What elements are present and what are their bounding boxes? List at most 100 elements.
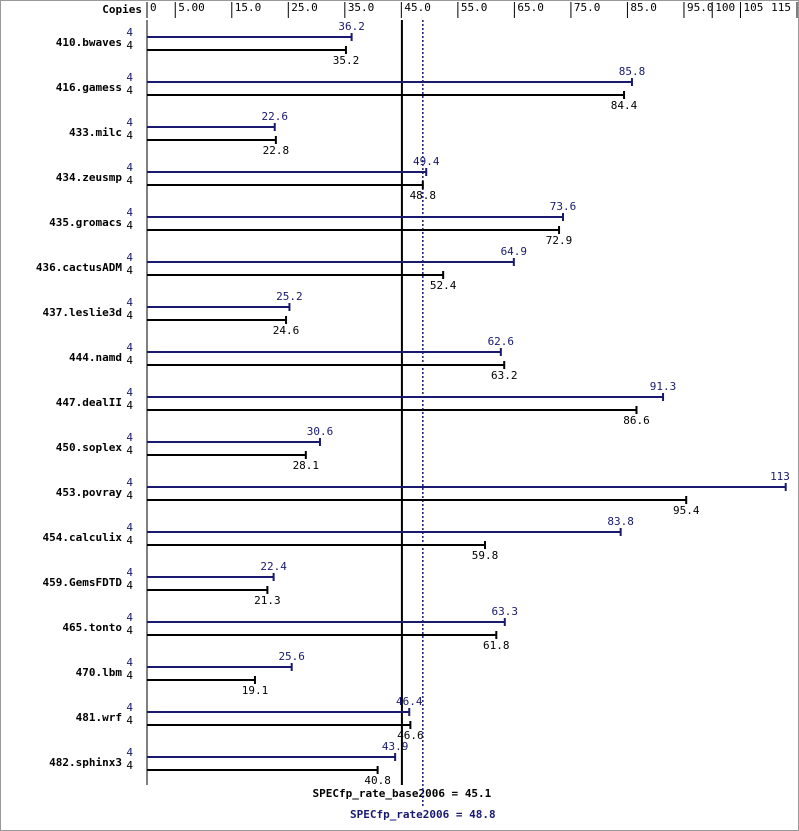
value-label: 35.2: [333, 54, 360, 67]
benchmark-name: 470.lbm: [76, 666, 123, 679]
value-label: 85.8: [619, 65, 646, 78]
value-label: 43.9: [382, 740, 409, 753]
value-label: 95.4: [673, 504, 700, 517]
copies: 4: [126, 714, 133, 727]
benchmark-name: 482.sphinx3: [49, 756, 122, 769]
copies: 4: [126, 264, 133, 277]
value-label: 73.6: [550, 200, 577, 213]
x-tick-label: 35.0: [348, 1, 375, 14]
benchmark-name: 435.gromacs: [49, 216, 122, 229]
benchmark-name: 447.dealII: [56, 396, 122, 409]
x-tick-label: 75.0: [574, 1, 601, 14]
x-tick-label: 95.0: [687, 1, 714, 14]
value-label: 91.3: [650, 380, 677, 393]
copies: 4: [126, 129, 133, 142]
copies: 4: [126, 251, 133, 264]
reference-label-text: SPECfp_rate_base2006 =: [312, 787, 464, 800]
benchmark-name: 416.gamess: [56, 81, 122, 94]
copies: 4: [126, 611, 133, 624]
copies: 4: [126, 579, 133, 592]
copies: 4: [126, 399, 133, 412]
copies: 4: [126, 521, 133, 534]
copies: 4: [126, 444, 133, 457]
value-label: 28.1: [293, 459, 320, 472]
copies-header: Copies: [102, 3, 142, 16]
benchmark-name: 450.soplex: [56, 441, 123, 454]
x-tick-label: 0: [150, 1, 157, 14]
x-tick-label: 5.00: [178, 1, 205, 14]
benchmark-name: 453.povray: [56, 486, 123, 499]
x-tick-label: 100: [715, 1, 735, 14]
value-label: 63.3: [492, 605, 519, 618]
value-label: 36.2: [338, 20, 365, 33]
copies: 4: [126, 624, 133, 637]
benchmark-name: 436.cactusADM: [36, 261, 122, 274]
value-label: 86.6: [623, 414, 650, 427]
value-label: 19.1: [242, 684, 269, 697]
benchmark-name: 437.leslie3d: [43, 306, 122, 319]
value-label: 22.8: [263, 144, 290, 157]
value-label: 62.6: [488, 335, 515, 348]
copies: 4: [126, 309, 133, 322]
copies: 4: [126, 116, 133, 129]
x-tick-label: 65.0: [517, 1, 544, 14]
copies: 4: [126, 759, 133, 772]
x-tick-label: 15.0: [235, 1, 261, 14]
value-label: 61.8: [483, 639, 510, 652]
reference-label: SPECfp_rate2006 = 48.8: [350, 808, 496, 821]
benchmark-name: 433.milc: [69, 126, 122, 139]
value-label: 84.4: [611, 99, 638, 112]
copies: 4: [126, 431, 133, 444]
value-label: 46.6: [397, 729, 424, 742]
value-label: 25.2: [276, 290, 303, 303]
value-label: 49.4: [413, 155, 440, 168]
value-label: 48.8: [410, 189, 437, 202]
copies: 4: [126, 354, 133, 367]
copies: 4: [126, 71, 133, 84]
copies: 4: [126, 296, 133, 309]
value-label: 25.6: [278, 650, 305, 663]
value-label: 24.6: [273, 324, 300, 337]
value-label: 21.3: [254, 594, 281, 607]
value-label: 46.4: [396, 695, 423, 708]
copies: 4: [126, 39, 133, 52]
copies: 4: [126, 746, 133, 759]
x-tick-label: 25.0: [291, 1, 318, 14]
benchmark-name: 454.calculix: [43, 531, 123, 544]
value-label: 83.8: [607, 515, 634, 528]
value-label: 72.9: [546, 234, 573, 247]
copies: 4: [126, 341, 133, 354]
value-label: 63.2: [491, 369, 518, 382]
x-tick-label: 55.0: [461, 1, 488, 14]
copies: 4: [126, 26, 133, 39]
copies: 4: [126, 84, 133, 97]
x-tick-label: 115: [771, 1, 791, 14]
x-tick-label: 45.0: [404, 1, 431, 14]
copies: 4: [126, 534, 133, 547]
reference-label: SPECfp_rate_base2006 = 45.1: [312, 787, 491, 800]
copies: 4: [126, 174, 133, 187]
value-label: 113: [770, 470, 790, 483]
value-label: 22.4: [260, 560, 287, 573]
reference-label-value: 48.8: [469, 808, 496, 821]
benchmark-name: 434.zeusmp: [56, 171, 123, 184]
reference-label-text: SPECfp_rate2006 =: [350, 808, 469, 821]
copies: 4: [126, 489, 133, 502]
copies: 4: [126, 701, 133, 714]
value-label: 30.6: [307, 425, 334, 438]
value-label: 40.8: [364, 774, 391, 787]
copies: 4: [126, 669, 133, 682]
copies: 4: [126, 161, 133, 174]
benchmark-name: 444.namd: [69, 351, 122, 364]
copies: 4: [126, 219, 133, 232]
value-label: 52.4: [430, 279, 457, 292]
value-label: 59.8: [472, 549, 499, 562]
x-tick-label: 85.0: [630, 1, 657, 14]
benchmark-name: 410.bwaves: [56, 36, 122, 49]
reference-label-value: 45.1: [465, 787, 492, 800]
copies: 4: [126, 476, 133, 489]
benchmark-name: 481.wrf: [76, 711, 122, 724]
copies: 4: [126, 386, 133, 399]
